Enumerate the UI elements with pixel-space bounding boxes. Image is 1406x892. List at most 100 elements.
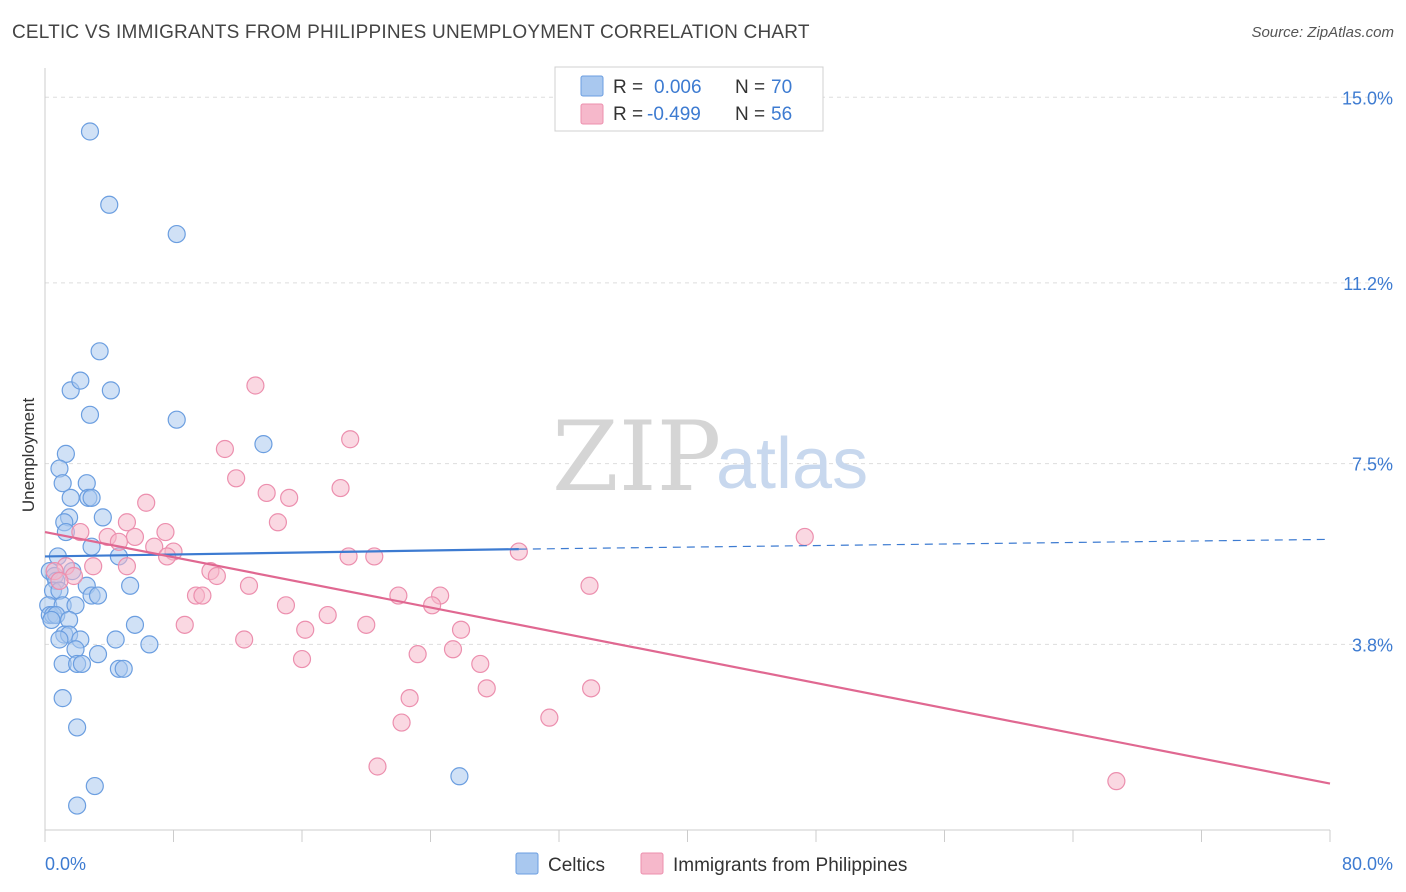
celtics-point-2: [167, 224, 186, 244]
philippines-point-28: [207, 566, 226, 586]
philippines-point-50: [400, 689, 419, 708]
legend-n-label-1: N =: [735, 77, 765, 98]
philippines-point-41: [296, 620, 315, 639]
philippines-point-31: [580, 576, 599, 595]
philippines-trend-line: [44, 530, 1331, 785]
celtics-point-8: [167, 410, 186, 429]
celtics-point-5: [71, 371, 90, 390]
celtics-point-40: [42, 610, 61, 630]
legend-n-value-1: 70: [771, 77, 792, 98]
watermark-zip: ZIP: [552, 401, 721, 513]
legend-swatch-celtics: [580, 75, 604, 97]
philippines-point-45: [408, 645, 427, 664]
philippines-point-39: [175, 615, 194, 634]
celtics-point-7: [80, 405, 100, 424]
bottom-legend-celtics: Celtics: [548, 855, 605, 876]
y-axis-label: Unemployment: [19, 398, 38, 513]
philippines-point-6: [280, 488, 299, 507]
celtics-point-17: [93, 508, 112, 527]
legend-swatch-philippines: [580, 103, 604, 125]
celtics-point-60: [68, 796, 87, 815]
legend-r-value-1: 0.006: [654, 77, 702, 98]
celtics-point-33: [88, 586, 108, 605]
philippines-point-37: [276, 596, 296, 615]
celtics-point-53: [72, 654, 92, 674]
philippines-point-4: [331, 478, 350, 498]
philippines-point-49: [582, 679, 601, 698]
philippines-point-21: [509, 542, 528, 561]
philippines-point-0: [246, 376, 265, 395]
philippines-point-1: [341, 430, 360, 449]
philippines-point-44: [443, 640, 463, 659]
y-tick-labels: 3.8% 7.5% 11.2% 15.0%: [1342, 88, 1393, 655]
y-tick-label-3: 15.0%: [1342, 88, 1393, 108]
philippines-point-19: [339, 547, 358, 566]
celtics-trend-extension: [518, 538, 1331, 550]
legend-r-label-1: R =: [613, 77, 643, 98]
watermark: ZIP atlas: [552, 401, 868, 513]
philippines-point-36: [423, 596, 442, 615]
bottom-legend-swatch-celtics: [515, 852, 539, 875]
philippines-point-5: [257, 483, 276, 503]
legend-n-label-2: N =: [735, 104, 765, 125]
bottom-legend-philippines: Immigrants from Philippines: [673, 855, 907, 876]
legend-r-label-2: R =: [613, 104, 643, 125]
celtics-point-56: [53, 689, 72, 708]
philippines-points: [45, 376, 1126, 791]
celtics-points: [39, 122, 469, 815]
celtics-point-48: [140, 635, 159, 654]
celtics-point-12: [53, 474, 72, 493]
x-tick-labels: 0.0% 80.0%: [45, 854, 1393, 874]
philippines-point-46: [292, 649, 312, 669]
celtics-point-11: [50, 459, 69, 478]
celtics-point-58: [450, 767, 469, 786]
celtics-trend-line: [44, 548, 519, 558]
philippines-point-8: [268, 513, 288, 532]
source-label: Source: ZipAtlas.com: [1251, 24, 1394, 41]
x-tick-label-min: 0.0%: [45, 854, 86, 874]
philippines-point-24: [117, 557, 137, 576]
trend-lines: [44, 530, 1331, 785]
philippines-point-51: [392, 713, 411, 732]
celtics-point-1: [100, 195, 119, 214]
philippines-point-42: [451, 620, 471, 639]
philippines-point-30: [239, 576, 259, 595]
celtics-point-46: [106, 630, 125, 649]
philippines-point-48: [477, 679, 496, 698]
philippines-point-52: [540, 708, 559, 727]
y-tick-label-0: 3.8%: [1352, 635, 1393, 655]
celtics-point-57: [68, 718, 87, 737]
philippines-point-11: [125, 527, 145, 547]
legend: R = 0.006 N = 70 R = -0.499 N = 56: [554, 66, 824, 132]
celtics-point-59: [85, 776, 104, 796]
philippines-point-47: [471, 654, 490, 674]
philippines-point-33: [193, 586, 212, 605]
legend-r-value-2: -0.499: [647, 104, 701, 125]
gridlines: [45, 96, 1390, 645]
celtics-point-9: [254, 435, 273, 454]
philippines-point-38: [318, 605, 337, 625]
philippines-point-9: [117, 513, 137, 532]
celtics-point-50: [88, 645, 108, 664]
philippines-point-3: [227, 469, 246, 488]
axes: [44, 68, 1331, 842]
philippines-point-12: [156, 522, 175, 542]
legend-n-value-2: 56: [771, 104, 792, 125]
philippines-point-7: [137, 493, 156, 512]
celtics-point-29: [121, 576, 140, 595]
philippines-point-43: [235, 630, 254, 649]
x-tick-label-max: 80.0%: [1342, 854, 1393, 874]
philippines-point-53: [368, 757, 387, 776]
watermark-atlas: atlas: [716, 424, 868, 504]
philippines-point-23: [84, 557, 103, 576]
philippines-point-2: [215, 439, 234, 459]
philippines-point-54: [1107, 772, 1126, 791]
celtics-point-55: [114, 659, 133, 678]
celtics-point-0: [80, 122, 100, 141]
celtics-point-47: [50, 630, 69, 649]
celtics-point-14: [61, 488, 80, 507]
philippines-point-13: [71, 522, 90, 542]
philippines-point-15: [795, 527, 814, 547]
y-tick-label-2: 11.2%: [1343, 274, 1393, 294]
